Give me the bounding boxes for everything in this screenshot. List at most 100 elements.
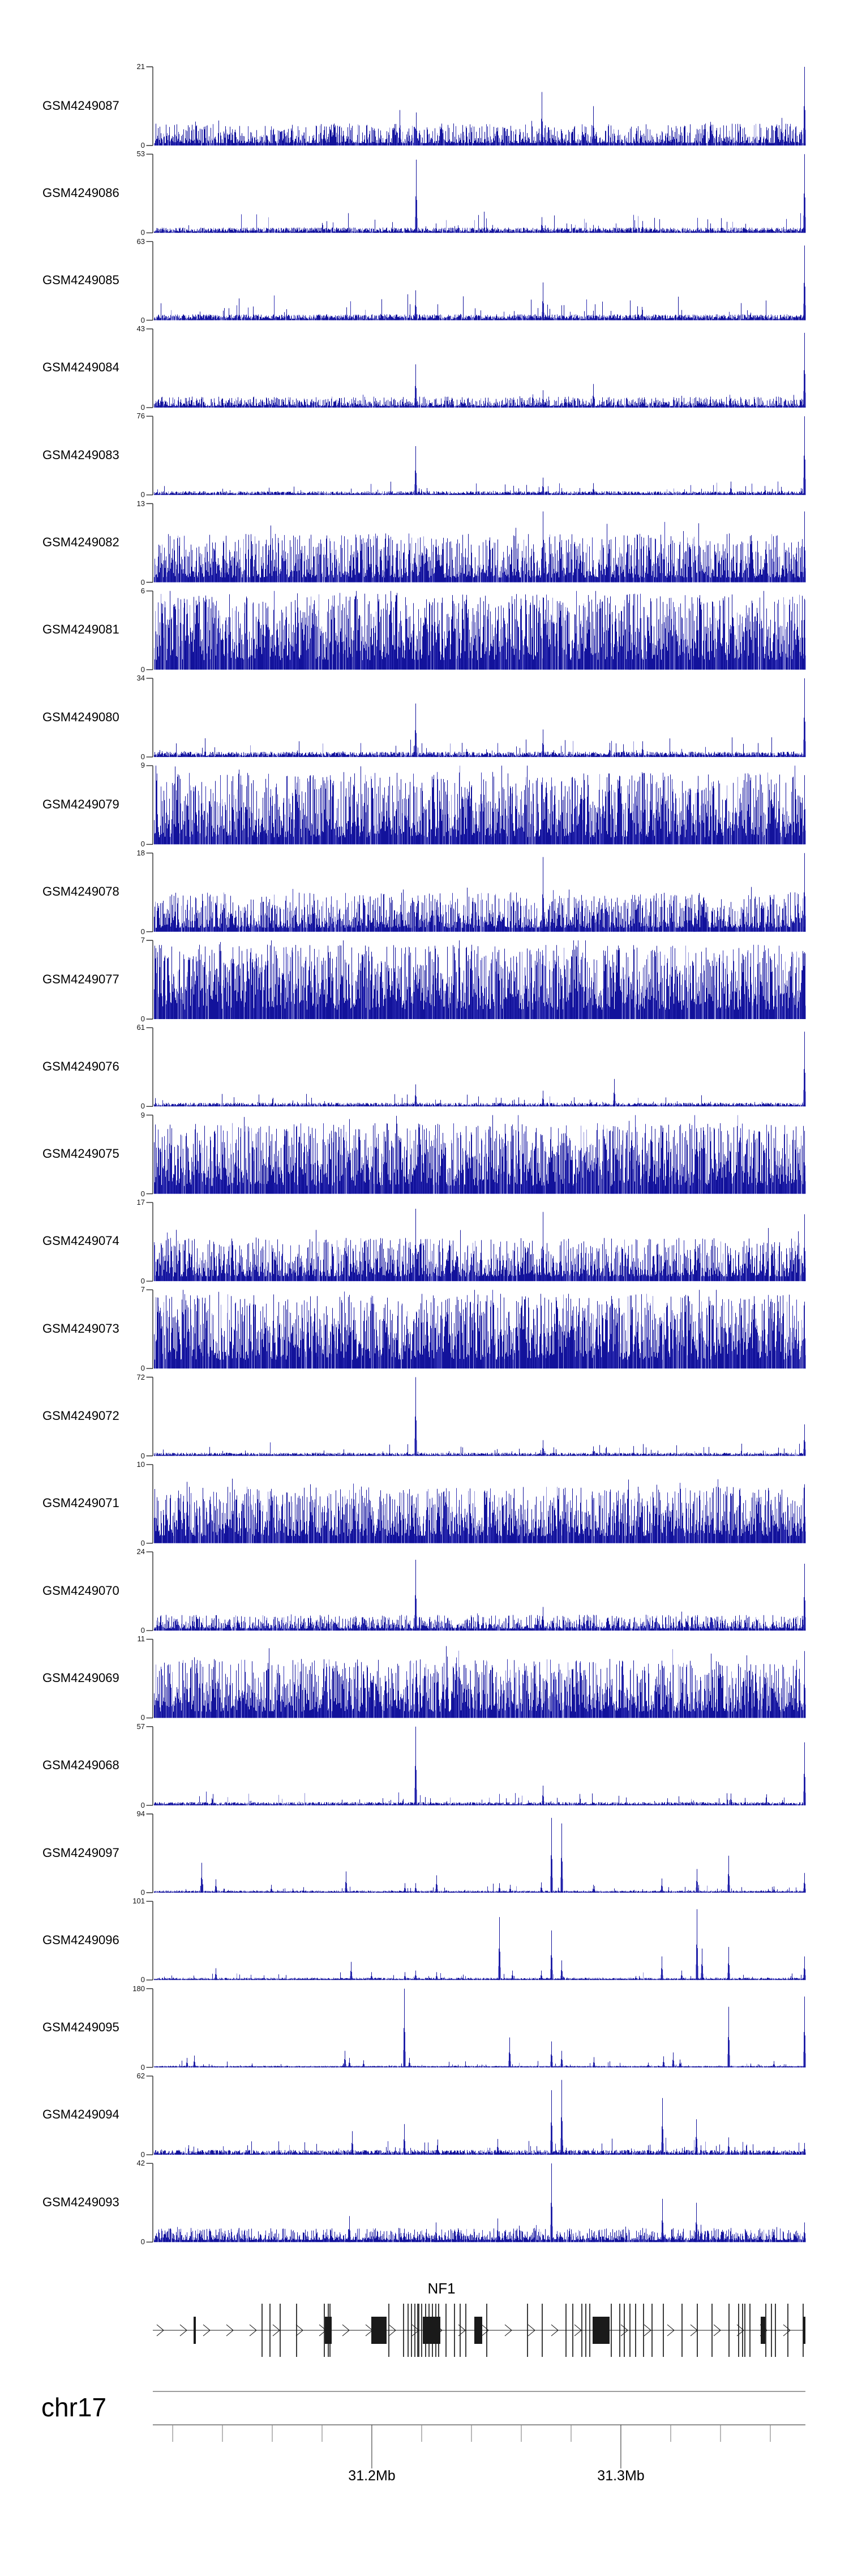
coverage-bars-mid — [155, 521, 805, 583]
coverage-bars-light — [156, 1615, 806, 1631]
coverage-bars — [154, 1646, 805, 1718]
track-y-axis — [146, 590, 153, 670]
track-scale-zero-GSM4249069: 0 — [140, 1713, 145, 1722]
track-label-GSM4249093: GSM4249093 — [42, 2194, 119, 2209]
track-label-GSM4249082: GSM4249082 — [42, 535, 119, 549]
track-label-GSM4249086: GSM4249086 — [42, 185, 119, 200]
ruler-major-label-31.2mb: 31.2Mb — [348, 2468, 396, 2484]
track-y-axis — [146, 678, 153, 758]
track-y-axis — [146, 1464, 153, 1544]
coverage-bars-light — [155, 391, 806, 408]
track-label-GSM4249080: GSM4249080 — [42, 709, 119, 724]
coverage-bars-mid — [160, 1944, 805, 1980]
track-label-GSM4249073: GSM4249073 — [42, 1321, 119, 1336]
coverage-bars-mid — [155, 193, 805, 233]
track-scale-zero-GSM4249096: 0 — [140, 1975, 145, 1984]
coverage-bars-mid — [158, 1766, 805, 1805]
track-scale-zero-GSM4249083: 0 — [140, 490, 145, 499]
signal-track-GSM4249071 — [146, 1464, 806, 1544]
track-scale-zero-GSM4249095: 0 — [140, 2062, 145, 2072]
track-y-axis — [146, 1114, 153, 1195]
coverage-bars-mid — [162, 1595, 805, 1631]
coverage-bars-light — [155, 2050, 806, 2068]
track-y-axis — [146, 1376, 153, 1457]
track-y-axis — [146, 241, 153, 321]
track-y-axis — [146, 2076, 153, 2155]
coverage-bars-mid — [154, 940, 805, 1019]
track-y-axis — [146, 1027, 153, 1107]
coverage-bars-light — [170, 765, 806, 845]
track-label-GSM4249085: GSM4249085 — [42, 273, 119, 288]
coverage-bars — [154, 1817, 805, 1893]
track-label-GSM4249097: GSM4249097 — [42, 1845, 119, 1860]
coverage-bars-light — [162, 2138, 806, 2155]
coverage-bars-mid — [155, 765, 805, 845]
track-scale-max-GSM4249086: 53 — [136, 149, 145, 159]
coverage-bars-mid — [156, 1069, 805, 1107]
coverage-bars — [155, 940, 805, 1019]
coverage-bars-light — [154, 594, 806, 670]
signal-track-GSM4249075 — [146, 1114, 806, 1195]
track-scale-max-GSM4249077: 7 — [140, 936, 145, 944]
track-scale-max-GSM4249073: 7 — [140, 1285, 145, 1294]
track-scale-zero-GSM4249068: 0 — [140, 1800, 145, 1809]
track-scale-zero-GSM4249081: 0 — [140, 665, 145, 674]
track-scale-max-GSM4249080: 34 — [136, 674, 145, 683]
coverage-bars-light — [156, 739, 806, 758]
coverage-bars — [154, 2163, 805, 2243]
coverage-bars-light — [155, 1238, 806, 1281]
ruler-major-ticks — [371, 2425, 621, 2468]
exon-box — [371, 2317, 387, 2344]
track-y-axis — [146, 1551, 153, 1631]
signal-track-GSM4249069 — [146, 1638, 806, 1719]
coverage-bars-mid — [157, 1657, 805, 1718]
coverage-bars-mid — [158, 1115, 805, 1194]
track-scale-max-GSM4249097: 94 — [136, 1809, 145, 1818]
track-scale-zero-GSM4249093: 0 — [140, 2237, 145, 2246]
exon-box — [325, 2317, 332, 2344]
track-scale-max-GSM4249074: 17 — [136, 1197, 145, 1206]
track-y-axis — [146, 66, 153, 146]
coverage-bars — [154, 1377, 805, 1456]
signal-track-GSM4249087 — [146, 66, 806, 146]
track-scale-max-GSM4249068: 57 — [136, 1722, 145, 1731]
track-label-GSM4249094: GSM4249094 — [42, 2107, 119, 2122]
track-label-GSM4249079: GSM4249079 — [42, 797, 119, 811]
track-label-GSM4249095: GSM4249095 — [42, 2020, 119, 2035]
track-scale-zero-GSM4249078: 0 — [140, 927, 145, 936]
track-scale-zero-GSM4249080: 0 — [140, 752, 145, 761]
track-scale-zero-GSM4249070: 0 — [140, 1626, 145, 1635]
track-scale-zero-GSM4249086: 0 — [140, 228, 145, 237]
coverage-bars-mid — [158, 590, 805, 670]
track-scale-zero-GSM4249094: 0 — [140, 2150, 145, 2159]
signal-track-GSM4249079 — [146, 765, 806, 845]
coverage-bars-mid — [154, 2117, 805, 2155]
exon-box — [194, 2317, 196, 2344]
signal-track-GSM4249068 — [146, 1726, 806, 1806]
coverage-bars-mid — [155, 2028, 805, 2068]
coverage-bars-light — [155, 892, 806, 932]
track-y-axis — [146, 1988, 153, 2068]
coverage-bars-light — [162, 1487, 806, 1543]
coverage-bars-light — [157, 1115, 806, 1194]
track-label-GSM4249081: GSM4249081 — [42, 622, 119, 637]
coverage-bars-light — [155, 534, 806, 583]
signal-track-GSM4249083 — [146, 416, 806, 495]
signal-track-GSM4249076 — [146, 1027, 806, 1107]
coverage-bars — [154, 154, 805, 233]
coverage-bars-mid — [161, 1417, 805, 1456]
coverage-bars — [154, 1032, 805, 1107]
track-scale-max-GSM4249076: 61 — [136, 1023, 145, 1032]
track-label-GSM4249083: GSM4249083 — [42, 447, 119, 462]
track-scale-zero-GSM4249074: 0 — [140, 1276, 145, 1285]
track-scale-max-GSM4249082: 13 — [136, 499, 145, 508]
track-scale-zero-GSM4249087: 0 — [140, 141, 145, 149]
coverage-bars-light — [160, 477, 806, 495]
track-label-GSM4249071: GSM4249071 — [42, 1496, 119, 1510]
signal-track-GSM4249081 — [146, 590, 806, 670]
track-label-GSM4249074: GSM4249074 — [42, 1234, 119, 1248]
exon-box — [803, 2317, 805, 2344]
coverage-bars — [154, 1560, 805, 1631]
exon-box — [423, 2317, 440, 2344]
